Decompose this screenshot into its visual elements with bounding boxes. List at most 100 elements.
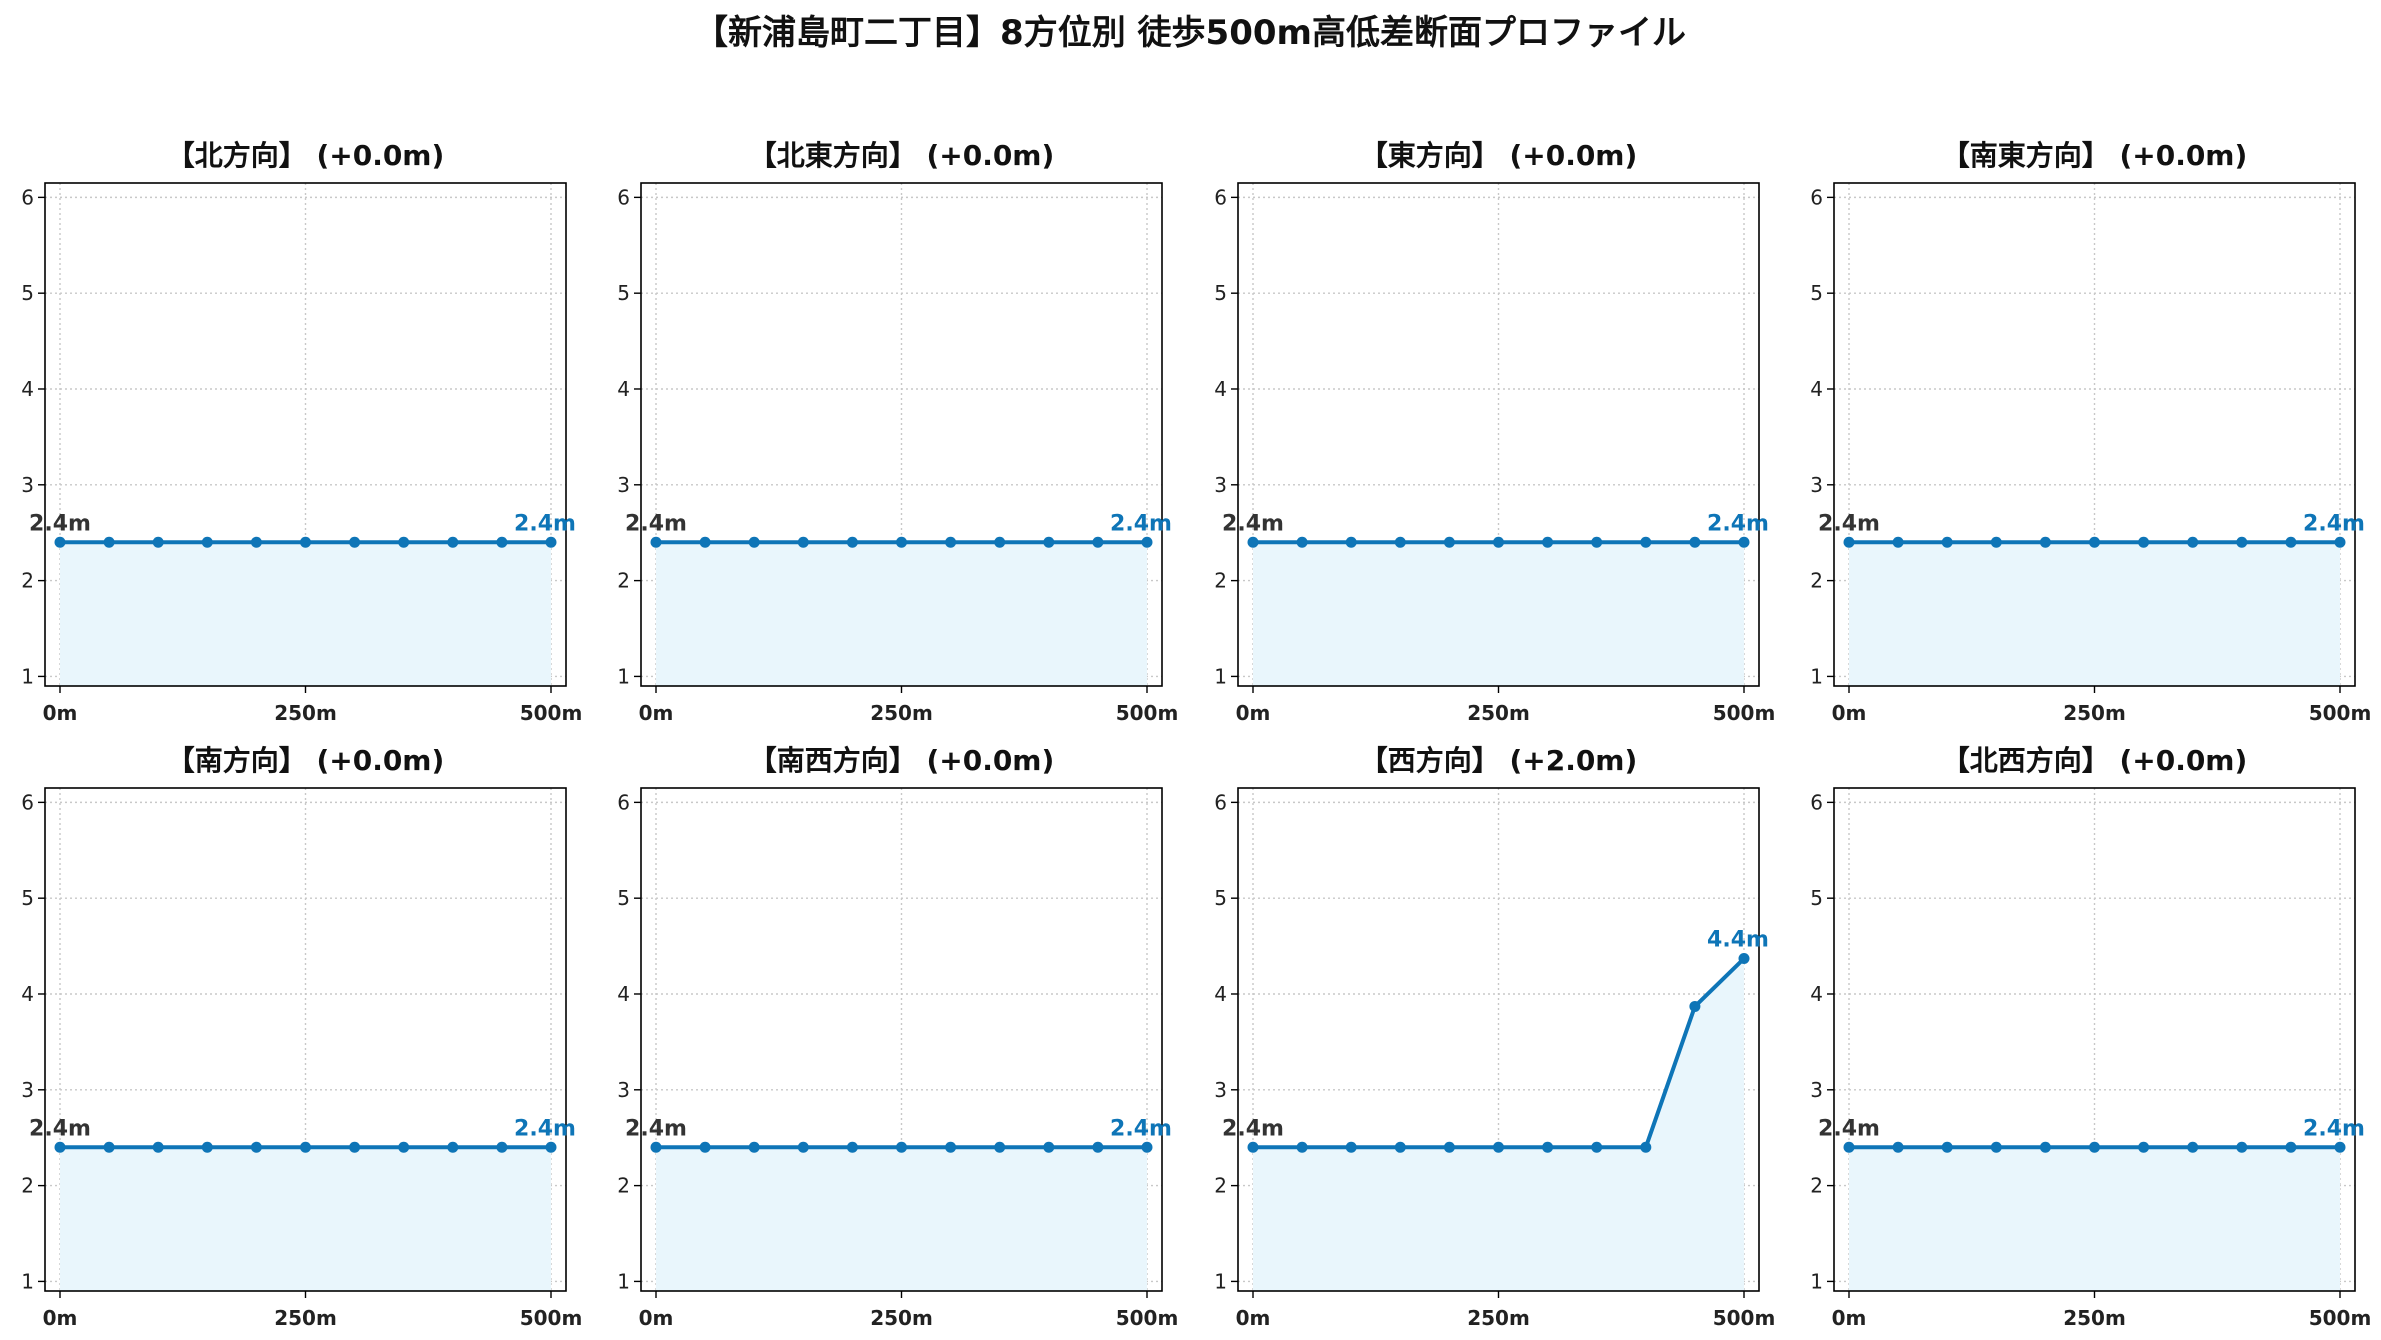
data-point [650, 536, 662, 548]
y-tick-label: 6 [1810, 790, 1823, 814]
elevation-area [1849, 542, 2340, 686]
data-point [201, 536, 213, 548]
data-point [250, 1141, 262, 1153]
y-tick-label: 3 [1214, 473, 1227, 497]
data-point [2285, 536, 2297, 548]
y-tick-label: 3 [617, 473, 630, 497]
x-tick-label: 500m [1116, 701, 1179, 725]
data-point [1141, 536, 1153, 548]
data-point [1591, 1141, 1603, 1153]
y-tick-label: 4 [1810, 982, 1823, 1006]
data-point [945, 1141, 957, 1153]
x-tick-label: 0m [1832, 1306, 1867, 1330]
end-elevation-label: 2.4m [1110, 1116, 1172, 1141]
chart-panel-3: 【東方向】 (+0.0m) 1 2 3 4 5 6 0m 250m 500m 2.4m 2.4m [1214, 139, 1775, 725]
data-point [896, 1141, 907, 1153]
data-point [1247, 536, 1259, 548]
data-point [545, 536, 557, 548]
x-tick-label: 250m [870, 701, 933, 725]
chart-panel-5: 【南方向】 (+0.0m) 1 2 3 4 5 6 0m 250m 500m 2.4m 2.4m [21, 744, 582, 1330]
start-elevation-label: 2.4m [1222, 511, 1284, 536]
data-point [1941, 536, 1953, 548]
data-point [300, 536, 311, 548]
data-point [2285, 1141, 2297, 1153]
data-point [2089, 536, 2100, 548]
data-point [1043, 536, 1055, 548]
y-tick-label: 2 [1214, 1174, 1227, 1198]
data-point [54, 536, 66, 548]
data-point [398, 1141, 410, 1153]
data-point [2089, 1141, 2100, 1153]
y-tick-label: 2 [1810, 569, 1823, 593]
y-tick-label: 5 [1214, 886, 1227, 910]
y-tick-label: 2 [617, 1174, 630, 1198]
data-point [2236, 536, 2248, 548]
x-tick-label: 0m [1236, 701, 1271, 725]
data-point [103, 1141, 115, 1153]
end-elevation-label: 2.4m [2303, 1116, 2365, 1141]
data-point [1843, 536, 1855, 548]
data-point [1689, 1000, 1701, 1012]
elevation-area [656, 1147, 1147, 1291]
y-tick-label: 5 [1810, 886, 1823, 910]
data-point [846, 1141, 858, 1153]
y-tick-label: 4 [21, 982, 34, 1006]
start-elevation-label: 2.4m [625, 511, 687, 536]
data-point [1640, 1141, 1652, 1153]
data-point [2138, 536, 2150, 548]
y-tick-label: 3 [21, 473, 34, 497]
chart-panel-2: 【北東方向】 (+0.0m) 1 2 3 4 5 6 0m 250m 500m 2.4m 2.4m [617, 139, 1178, 725]
data-point [2039, 1141, 2051, 1153]
data-point [2334, 1141, 2346, 1153]
x-tick-label: 250m [870, 1306, 933, 1330]
data-point [1394, 536, 1406, 548]
data-point [152, 1141, 164, 1153]
data-point [1247, 1141, 1259, 1153]
data-point [1493, 1141, 1504, 1153]
start-elevation-label: 2.4m [1818, 1116, 1880, 1141]
y-tick-label: 4 [1214, 377, 1227, 401]
y-tick-label: 3 [1214, 1078, 1227, 1102]
y-tick-label: 6 [1810, 185, 1823, 209]
y-tick-label: 6 [617, 185, 630, 209]
data-point [1738, 536, 1750, 548]
y-tick-label: 6 [617, 790, 630, 814]
data-point [2334, 536, 2346, 548]
y-tick-label: 6 [1214, 790, 1227, 814]
panel-title: 【西方向】 (+2.0m) [1360, 744, 1638, 777]
x-tick-label: 500m [520, 701, 583, 725]
data-point [54, 1141, 66, 1153]
elevation-area [60, 1147, 551, 1291]
data-point [699, 1141, 711, 1153]
data-point [349, 1141, 361, 1153]
y-tick-label: 3 [617, 1078, 630, 1102]
x-tick-label: 0m [639, 1306, 674, 1330]
elevation-area [656, 542, 1147, 686]
y-tick-label: 5 [21, 886, 34, 910]
panel-title: 【南西方向】 (+0.0m) [749, 744, 1055, 777]
data-point [447, 1141, 459, 1153]
data-point [1542, 1141, 1554, 1153]
x-tick-label: 500m [1713, 1306, 1776, 1330]
y-tick-label: 5 [617, 886, 630, 910]
data-point [748, 1141, 760, 1153]
start-elevation-label: 2.4m [1222, 1116, 1284, 1141]
y-tick-label: 2 [1810, 1174, 1823, 1198]
end-elevation-label: 2.4m [514, 511, 576, 536]
y-tick-label: 4 [617, 377, 630, 401]
data-point [994, 536, 1006, 548]
y-tick-label: 5 [1810, 281, 1823, 305]
chart-panel-4: 【南東方向】 (+0.0m) 1 2 3 4 5 6 0m 250m 500m 2.4m 2.4m [1810, 139, 2371, 725]
data-point [1043, 1141, 1055, 1153]
data-point [1345, 536, 1357, 548]
data-point [1990, 536, 2002, 548]
chart-panel-6: 【南西方向】 (+0.0m) 1 2 3 4 5 6 0m 250m 500m 2.4m 2.4m [617, 744, 1178, 1330]
data-point [1689, 536, 1701, 548]
panel-title: 【北方向】 (+0.0m) [167, 139, 445, 172]
data-point [103, 536, 115, 548]
x-tick-label: 250m [1467, 1306, 1530, 1330]
data-point [748, 536, 760, 548]
x-tick-label: 0m [639, 701, 674, 725]
data-point [545, 1141, 557, 1153]
